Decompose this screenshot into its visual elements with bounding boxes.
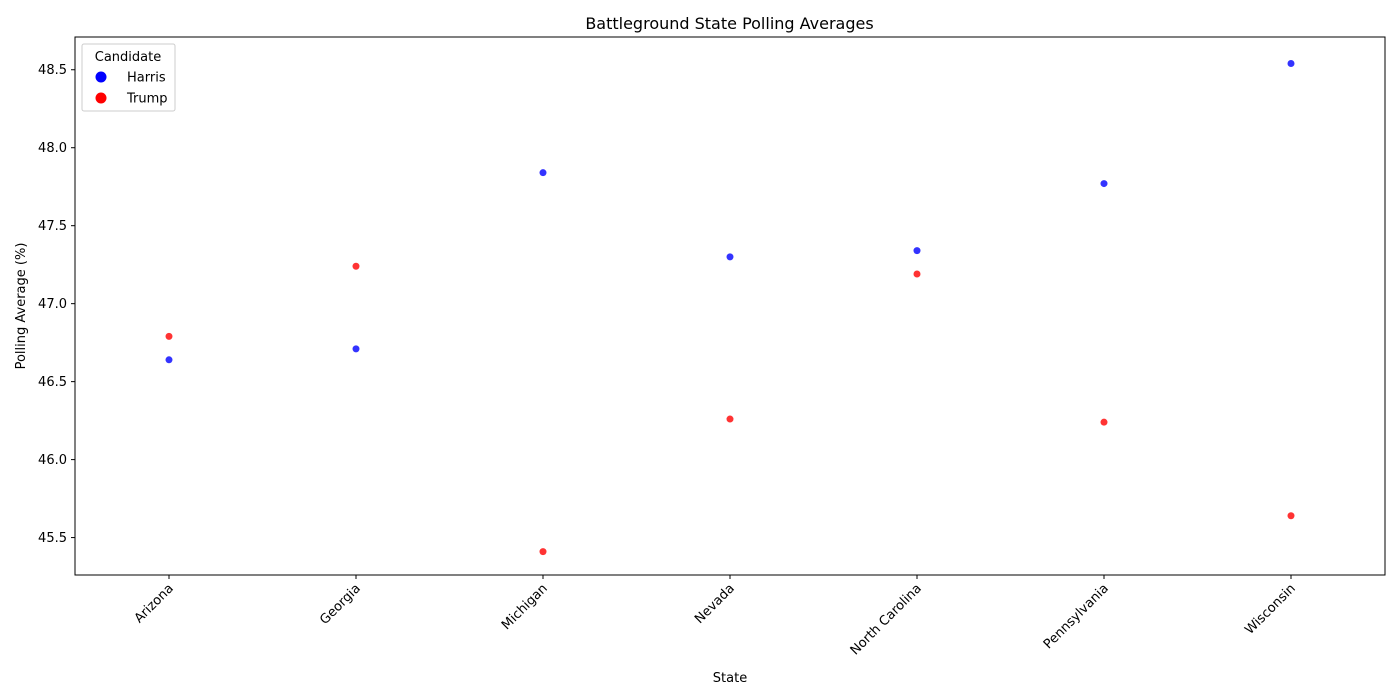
y-axis: 45.5 46.0 46.5 47.0 47.5 48.0 48.5: [38, 63, 75, 546]
data-point-harris: [726, 253, 734, 261]
plot-frame: [74, 36, 1386, 576]
legend-box: [81, 43, 176, 112]
data-point-harris: [352, 345, 360, 353]
data-point-harris: [539, 169, 547, 177]
y-tick-label: 47.0: [38, 297, 67, 312]
legend-marker-trump: [95, 92, 107, 104]
data-point-trump: [1100, 418, 1108, 426]
x-axis-label: State: [713, 671, 747, 686]
y-tick-label: 46.5: [38, 375, 67, 390]
y-tick-label: 45.5: [38, 531, 67, 546]
y-tick-label: 46.0: [38, 453, 67, 468]
x-tick-label: Pennsylvania: [1041, 581, 1112, 652]
x-tick-label: Arizona: [132, 581, 177, 626]
data-point-trump: [165, 332, 173, 340]
y-tick-label: 47.5: [38, 219, 67, 234]
data-point-harris: [1100, 180, 1108, 188]
data-point-trump: [539, 548, 547, 556]
y-axis-label: Polling Average (%): [14, 243, 29, 370]
x-tick-label: Wisconsin: [1242, 581, 1299, 638]
y-tick-label: 48.0: [38, 141, 67, 156]
legend-label-trump: Trump: [126, 92, 168, 107]
x-tick-label: North Carolina: [848, 581, 925, 658]
legend-title: Candidate: [95, 50, 161, 65]
data-point-harris: [1287, 60, 1295, 68]
x-tick-label: Georgia: [317, 581, 364, 628]
chart-marks: [165, 60, 1295, 556]
legend-entries: Harris Trump: [95, 71, 168, 107]
y-tick-label: 48.5: [38, 63, 67, 78]
data-point-harris: [913, 247, 921, 255]
data-point-trump: [352, 262, 360, 270]
legend: Candidate Harris Trump: [81, 43, 176, 112]
legend-label-harris: Harris: [127, 71, 166, 86]
data-point-trump: [1287, 512, 1295, 520]
data-point-trump: [913, 270, 921, 278]
chart-title: Battleground State Polling Averages: [585, 14, 873, 33]
x-tick-label: Nevada: [692, 581, 738, 627]
x-axis: Arizona Georgia Michigan Nevada North Caroli…: [132, 575, 1299, 658]
legend-marker-harris: [95, 71, 107, 83]
x-tick-label: Michigan: [499, 581, 551, 633]
data-point-trump: [726, 415, 734, 423]
data-point-harris: [165, 356, 173, 364]
